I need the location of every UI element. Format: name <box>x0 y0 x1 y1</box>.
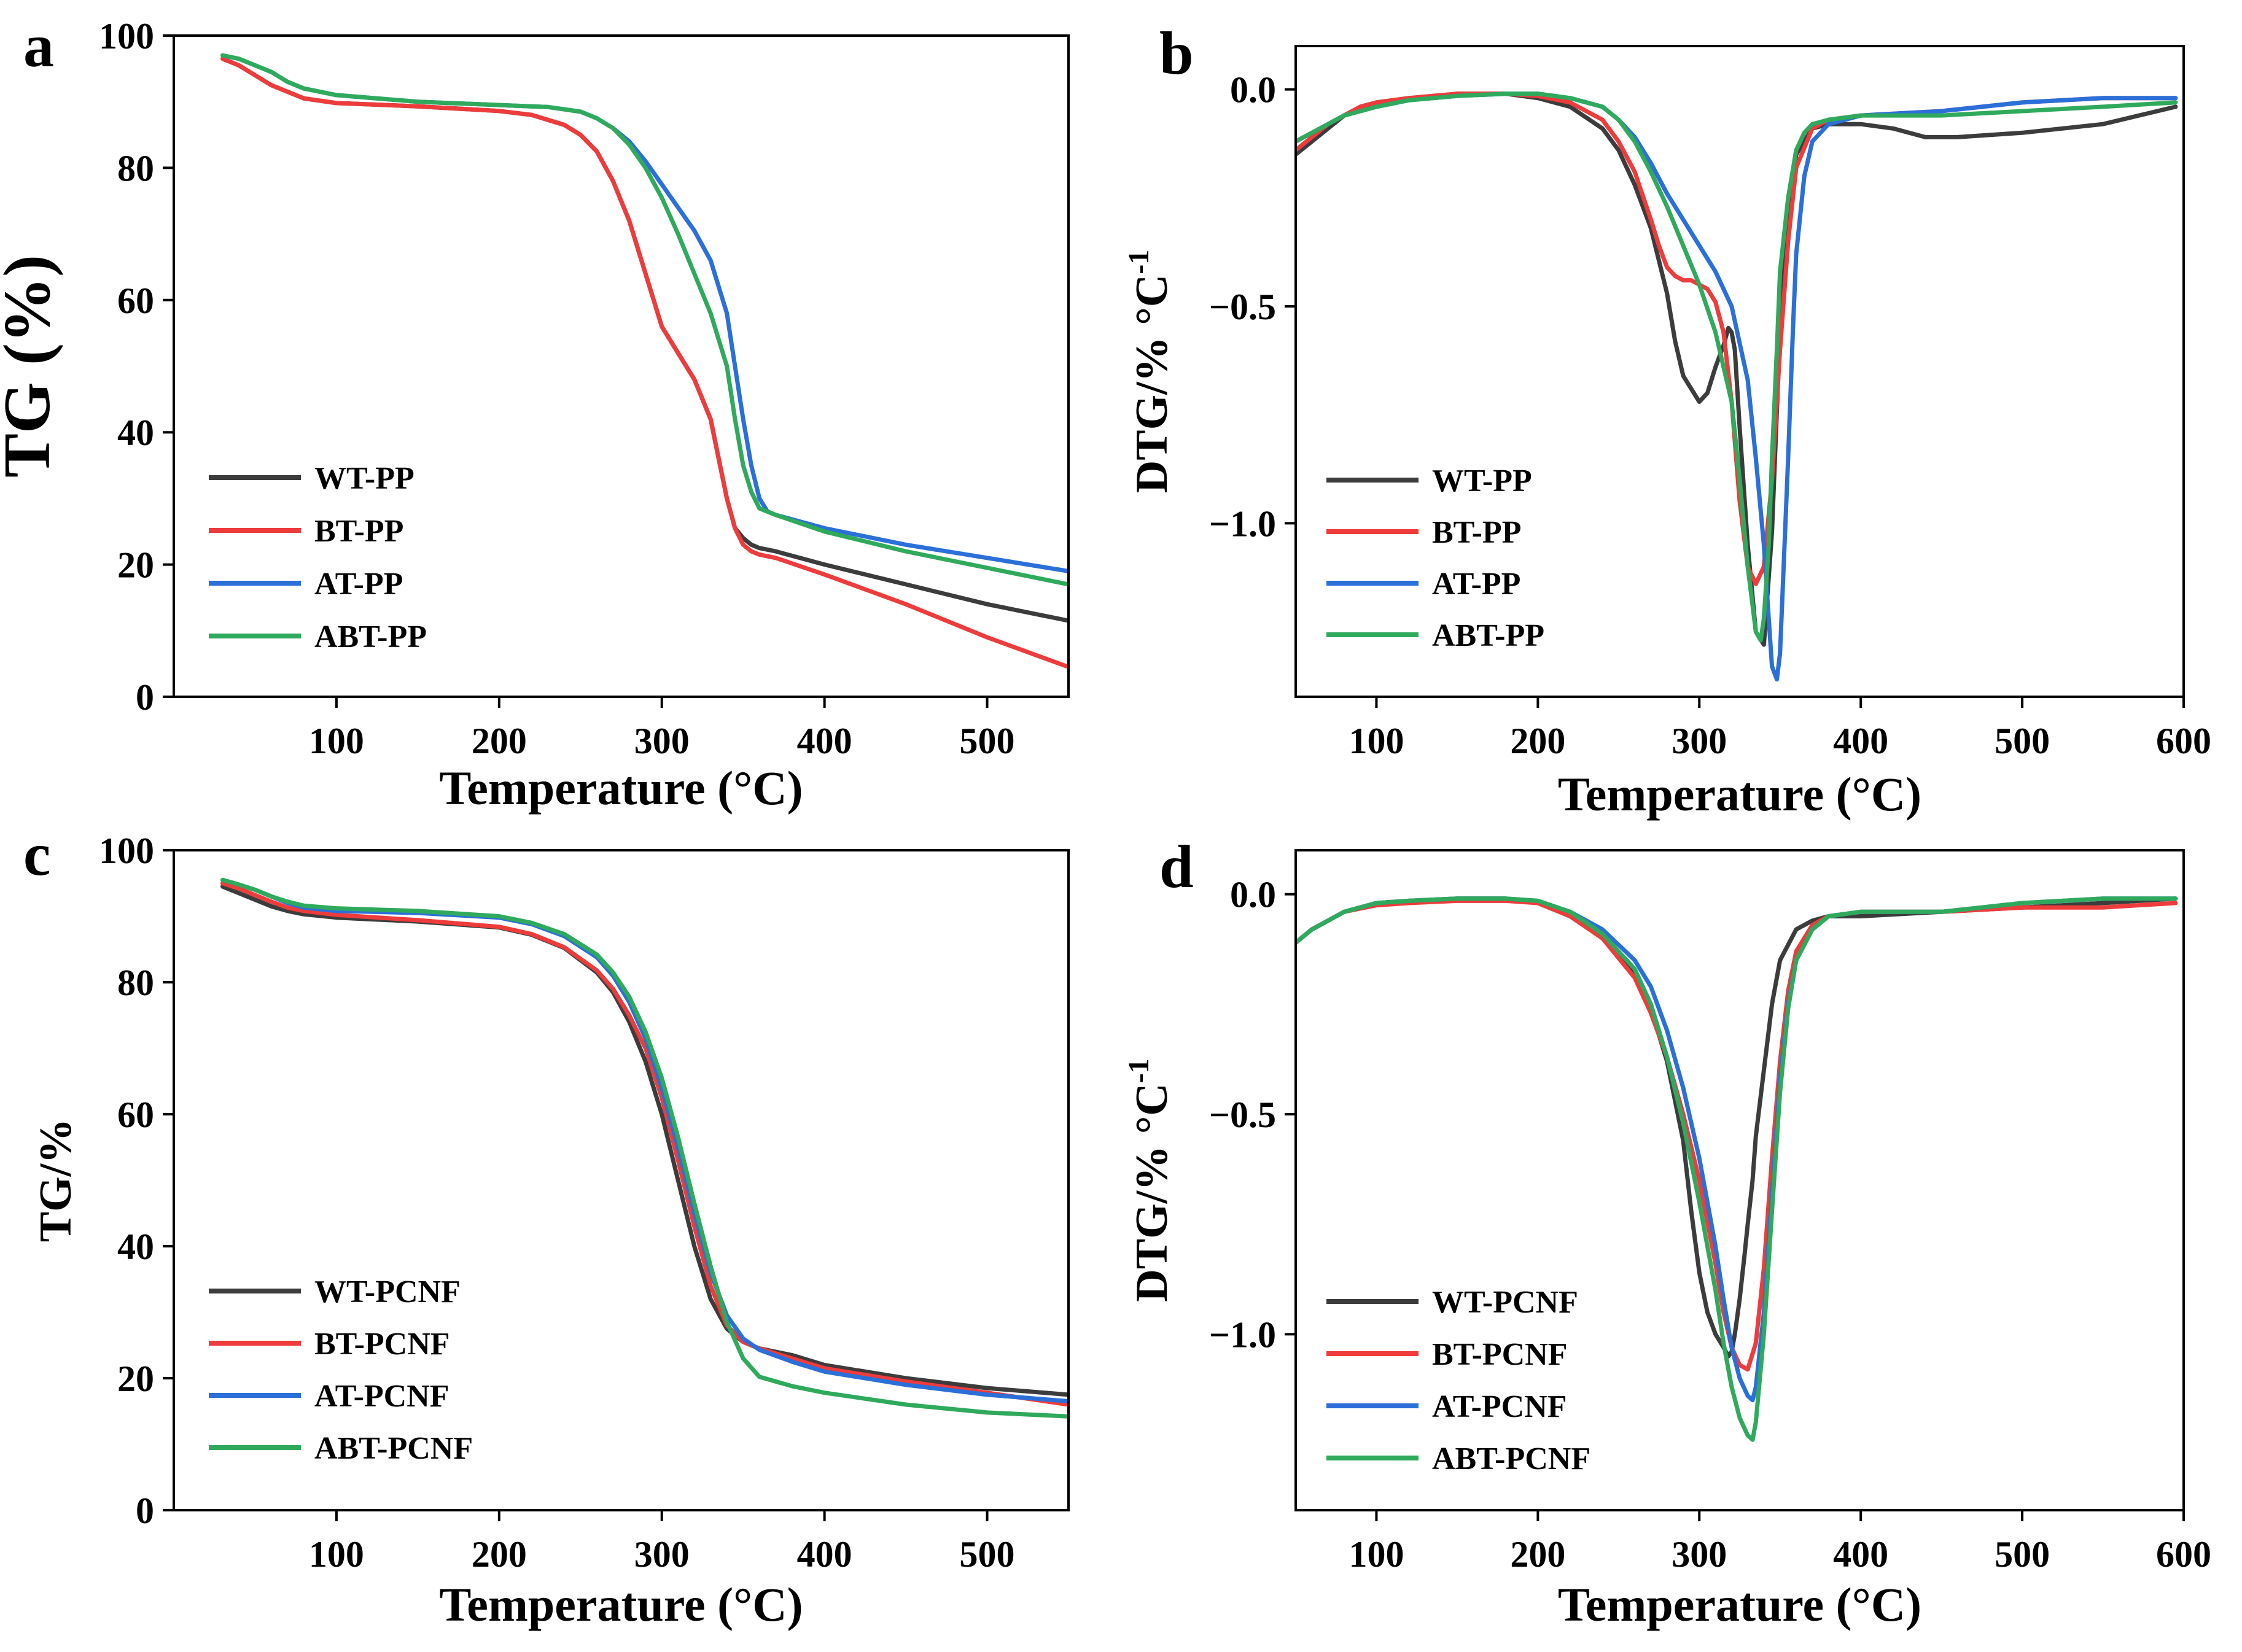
panel-c-x-tick-label: 200 <box>472 1534 527 1575</box>
panel-letter-b: b <box>1159 19 1194 87</box>
panel-c-plot-frame <box>173 849 1070 1511</box>
panel-b-x-tick-label: 200 <box>1510 721 1565 761</box>
panel-a-x-tick-label: 100 <box>309 721 364 761</box>
panel-c-x-tick-label: 100 <box>309 1534 364 1575</box>
panel-a-x-tick-label: 400 <box>797 721 852 761</box>
panel-d-x-tick-label: 300 <box>1672 1534 1727 1575</box>
panel-c-legend-label-bt-pcnf: BT-PCNF <box>314 1327 450 1362</box>
panel-b-x-tick-label: 100 <box>1349 721 1404 761</box>
panel-d-series-wt-pcnf <box>1296 896 2178 1359</box>
panel-b-x-tick-label: 300 <box>1672 721 1727 761</box>
panel-c-x-tick-label: 300 <box>634 1534 690 1575</box>
panel-a-x-tick-label: 200 <box>472 721 527 761</box>
panel-b-legend-label-wt-pp: WT-PP <box>1432 463 1532 498</box>
panel-letter-a: a <box>23 12 54 80</box>
panel-c-x-tick-label: 400 <box>797 1534 852 1575</box>
panel-c-y-tick-label: 40 <box>117 1227 154 1267</box>
panel-a-y-tick-label: 0 <box>136 677 154 718</box>
panel-b-legend-label-abt-pp: ABT-PP <box>1432 618 1544 653</box>
panel-d-y-tick-label: 0.0 <box>1230 875 1276 915</box>
panel-b-x-tick-label: 400 <box>1833 721 1888 761</box>
panel-c-series-bt-pcnf <box>220 881 1068 1407</box>
panel-a-legend-label-wt-pp: WT-PP <box>314 461 415 496</box>
panel-d-x-tick-label: 500 <box>1995 1534 2050 1575</box>
chart-panel-d: 100 200 300 400 500 600 0.0 −0.5 −1.0 Temperature… <box>1123 849 2211 1631</box>
panel-d-series-abt-pcnf <box>1296 896 2178 1442</box>
panel-d-y-axis-label: DTG/% °C-1 <box>1123 1058 1177 1301</box>
panel-c-legend-label-at-pcnf: AT-PCNF <box>314 1379 450 1414</box>
panel-c-y-tick-label: 20 <box>117 1359 154 1399</box>
panel-b-legend-label-at-pp: AT-PP <box>1432 567 1520 602</box>
panel-c-series-at-pcnf <box>220 877 1068 1404</box>
panel-d-x-tick-label: 400 <box>1833 1534 1888 1575</box>
chart-panel-b: 100 200 300 400 500 600 0.0 −0.5 −1.0 Temperature… <box>1123 45 2211 821</box>
panel-c-legend-label-wt-pcnf: WT-PCNF <box>314 1274 461 1309</box>
panel-b-series-wt-pp <box>1296 91 2178 647</box>
panel-a-legend-label-bt-pp: BT-PP <box>314 514 403 549</box>
panel-b-x-axis-label: Temperature (°C) <box>1558 767 1921 821</box>
panel-a-series-abt-pp <box>220 53 1068 587</box>
panel-c-y-tick-label: 0 <box>136 1491 154 1531</box>
panel-d-series-bt-pcnf <box>1296 898 2178 1372</box>
panel-a-y-tick-label: 80 <box>117 148 154 188</box>
panel-b-y-tick-label: −0.5 <box>1209 287 1276 327</box>
panel-b-plot-frame <box>1294 45 2185 698</box>
panel-d-x-tick-label: 100 <box>1349 1534 1404 1575</box>
panel-c-x-tick-label: 500 <box>960 1534 1015 1575</box>
panel-d-y-axis-label-sup: -1 <box>1123 1058 1155 1083</box>
panel-c-series-wt-pcnf <box>220 884 1068 1397</box>
panel-letter-d: d <box>1159 832 1194 901</box>
chart-panel-a: 100 200 300 400 500 0 20 40 60 80 100 Temperature (… <box>0 16 1070 815</box>
panel-a-x-axis-label: Temperature (°C) <box>439 761 803 815</box>
panel-b-y-axis-label-sup: -1 <box>1123 250 1155 274</box>
panel-b-series-bt-pp <box>1296 91 2178 586</box>
panel-d-legend-label-wt-pcnf: WT-PCNF <box>1432 1285 1578 1320</box>
panel-d-x-axis-label: Temperature (°C) <box>1558 1578 1921 1631</box>
panel-d-y-tick-label: −0.5 <box>1209 1095 1276 1135</box>
panel-d-x-tick-label: 600 <box>2156 1534 2211 1575</box>
panel-c-y-axis-label: TG/% <box>31 1119 81 1242</box>
panel-a-y-tick-label: 40 <box>117 413 154 453</box>
panel-d-x-tick-label: 200 <box>1510 1534 1565 1575</box>
panel-c-y-tick-label: 80 <box>117 963 154 1003</box>
panel-a-series-bt-pp <box>220 56 1068 669</box>
panel-a-y-tick-label: 100 <box>99 16 154 56</box>
panel-a-legend-label-abt-pp: ABT-PP <box>314 619 427 654</box>
panel-d-legend-label-at-pcnf: AT-PCNF <box>1432 1389 1567 1424</box>
panel-a-x-tick-label: 500 <box>960 721 1015 761</box>
panel-b-series-abt-pp <box>1296 91 2178 643</box>
panel-b-x-tick-label: 500 <box>1995 721 2050 761</box>
panel-d-legend-label-bt-pcnf: BT-PCNF <box>1432 1337 1568 1372</box>
panel-d-y-tick-label: −1.0 <box>1209 1314 1276 1355</box>
panel-a-y-axis-label: TG (%) <box>0 255 64 478</box>
panel-c-y-tick-label: 100 <box>99 831 154 871</box>
panel-b-y-axis-label: DTG/% °C-1 <box>1123 250 1177 493</box>
panel-a-x-tick-label: 300 <box>634 721 690 761</box>
panel-a-y-tick-label: 60 <box>117 281 154 321</box>
panel-a-legend-label-at-pp: AT-PP <box>314 567 403 602</box>
panel-d-plot-frame <box>1294 849 2185 1511</box>
panel-d-legend-label-abt-pcnf: ABT-PCNF <box>1432 1441 1590 1476</box>
panel-c-y-tick-label: 60 <box>117 1095 154 1135</box>
panel-b-y-tick-label: 0.0 <box>1230 70 1276 111</box>
panel-a-y-tick-label: 20 <box>117 545 154 586</box>
panel-a-plot-frame <box>173 34 1070 698</box>
panel-c-x-axis-label: Temperature (°C) <box>439 1578 803 1631</box>
panel-letter-c: c <box>23 820 50 888</box>
panel-c-series-abt-pcnf <box>220 877 1068 1419</box>
panel-b-y-tick-label: −1.0 <box>1209 503 1276 544</box>
panel-b-legend-label-bt-pp: BT-PP <box>1432 515 1521 550</box>
panel-b-x-tick-label: 600 <box>2156 721 2211 761</box>
panel-c-legend-label-abt-pcnf: ABT-PCNF <box>314 1431 473 1466</box>
chart-panel-c: 100 200 300 400 500 0 20 40 60 80 100 Temperature (… <box>31 831 1070 1631</box>
